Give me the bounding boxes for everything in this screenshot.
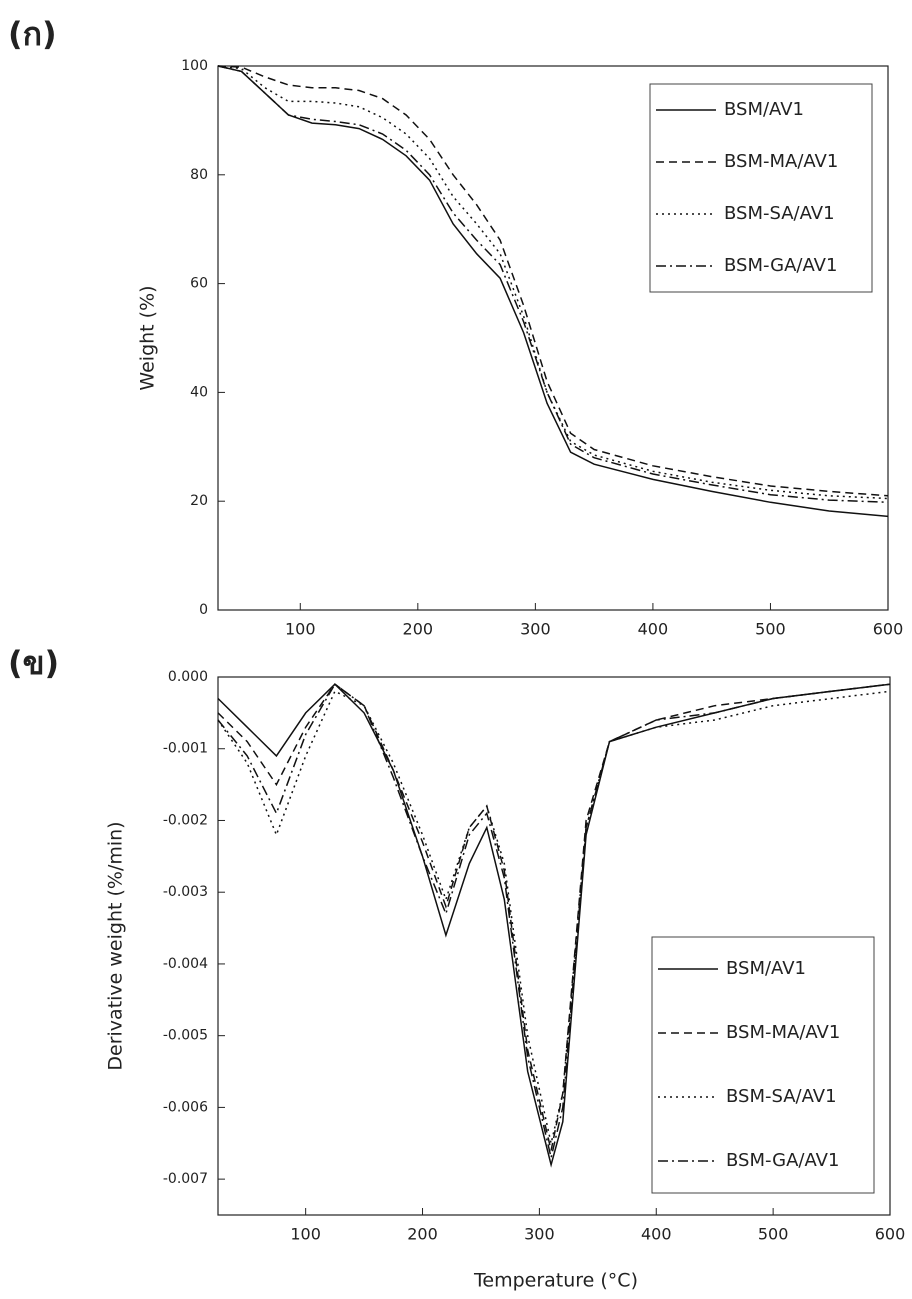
- panel-label: (ข): [8, 644, 59, 682]
- x-tick-label: 200: [407, 1225, 438, 1244]
- legend-label: BSM-SA/AV1: [724, 203, 835, 224]
- x-tick-label: 100: [290, 1225, 321, 1244]
- legend-label: BSM-GA/AV1: [724, 255, 837, 276]
- x-tick-label: 400: [641, 1225, 672, 1244]
- y-tick-label: -0.004: [163, 956, 208, 972]
- x-tick-label: 300: [524, 1225, 555, 1244]
- x-tick-label: 500: [758, 1225, 789, 1244]
- y-tick-label: 0: [199, 602, 208, 618]
- legend-label: BSM-MA/AV1: [726, 1022, 840, 1043]
- legend-label: BSM-SA/AV1: [726, 1086, 837, 1107]
- y-axis-title: Derivative weight (%/min): [105, 821, 127, 1070]
- y-tick-label: 100: [181, 58, 208, 74]
- y-tick-label: -0.005: [163, 1028, 208, 1044]
- x-tick-label: 400: [638, 620, 669, 639]
- y-tick-label: 60: [190, 276, 208, 292]
- x-axis-title: Temperature (°C): [473, 1270, 638, 1292]
- y-axis-title: Weight (%): [137, 285, 159, 390]
- y-tick-label: 20: [190, 493, 208, 509]
- figure: (ก) 100 200 300 400 500 600 0 20 40 60 80 100 Weight …: [0, 0, 912, 1299]
- legend-label: BSM/AV1: [724, 99, 804, 120]
- x-tick-label: 200: [403, 620, 434, 639]
- y-tick-label: -0.001: [163, 741, 208, 757]
- legend-label: BSM-MA/AV1: [724, 151, 838, 172]
- legend-label: BSM-GA/AV1: [726, 1150, 839, 1171]
- x-tick-label: 600: [873, 620, 904, 639]
- y-tick-label: -0.003: [163, 884, 208, 900]
- y-tick-label: -0.006: [163, 1099, 208, 1115]
- x-tick-label: 500: [755, 620, 786, 639]
- y-tick-label: -0.002: [163, 812, 208, 828]
- y-tick-label: -0.007: [163, 1171, 208, 1187]
- x-tick-label: 100: [285, 620, 316, 639]
- x-tick-label: 600: [875, 1225, 906, 1244]
- legend-label: BSM/AV1: [726, 958, 806, 979]
- y-tick-label: 40: [190, 384, 208, 400]
- y-tick-label: 80: [190, 167, 208, 183]
- x-tick-label: 300: [520, 620, 551, 639]
- y-tick-label: 0.000: [168, 669, 208, 685]
- panel-label: (ก): [8, 15, 57, 53]
